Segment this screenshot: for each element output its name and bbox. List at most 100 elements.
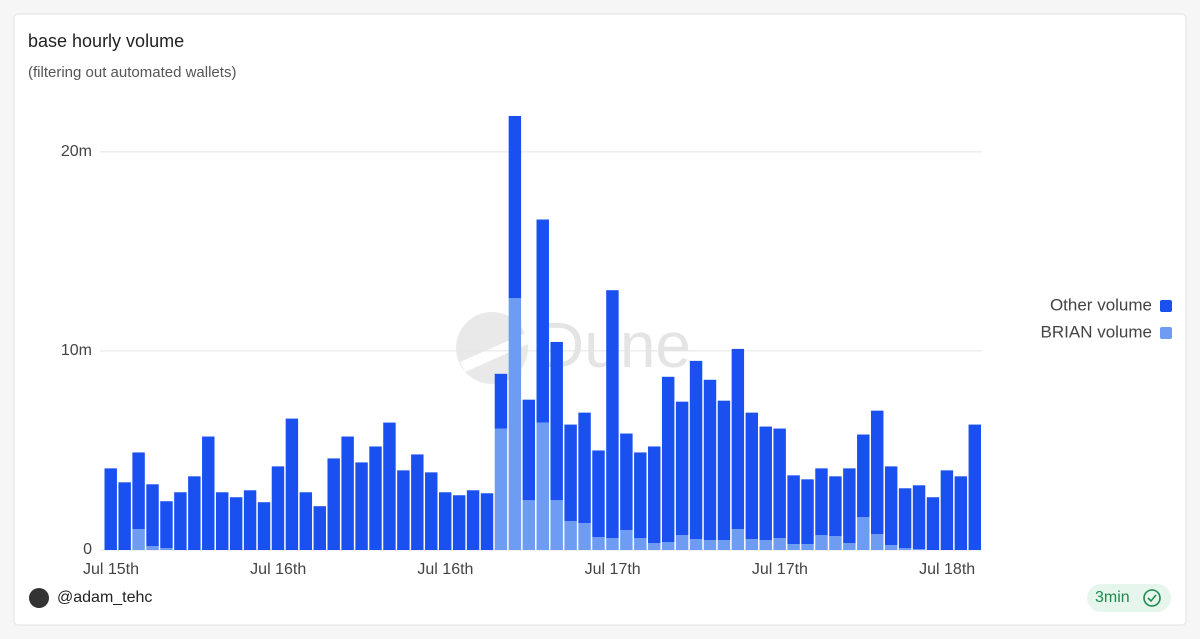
bar-segment [815, 535, 828, 550]
bar-segment [759, 426, 772, 541]
x-tick-label: Jul 17th [752, 561, 808, 578]
bar-segment [731, 348, 745, 530]
bar-segment [884, 466, 898, 546]
bar-segment [132, 529, 145, 550]
bar-segment [160, 501, 173, 549]
y-tick-label: 20m [61, 143, 92, 160]
bar-segment [578, 412, 591, 524]
bar-segment [243, 490, 257, 550]
bar-segment [912, 549, 926, 550]
bar-segment [661, 542, 675, 550]
legend-label: BRIAN volume [1041, 322, 1152, 341]
bar-segment [508, 115, 522, 299]
bar-segment [285, 418, 299, 550]
bar-segment [438, 492, 452, 550]
bar-segment [898, 548, 912, 550]
bar-segment [884, 545, 898, 550]
bar-segment [857, 434, 870, 518]
bar-segment [578, 523, 591, 550]
bar-segment [717, 400, 731, 541]
x-tick-label: Jul 18th [919, 561, 975, 578]
bar-segment [383, 422, 396, 550]
bar-segment [857, 517, 870, 550]
bar-segment [132, 452, 145, 530]
bar-segment [146, 546, 159, 550]
bar-segment [522, 399, 536, 501]
bar-segment [494, 373, 508, 429]
x-tick-label: Jul 16th [250, 561, 306, 578]
x-tick-label: Jul 15th [83, 561, 139, 578]
bar-segment [689, 360, 703, 540]
bar-segment [466, 490, 480, 550]
bar-segment [801, 544, 814, 550]
bar-segment [620, 530, 633, 550]
bar-segment [606, 290, 619, 539]
avatar [29, 588, 49, 608]
bar-segment [703, 540, 717, 550]
bar-segment [174, 492, 187, 550]
refresh-label: 3min [1095, 589, 1130, 606]
bar-segment [452, 495, 466, 550]
bar-segment [926, 497, 940, 550]
bar-segment [898, 488, 912, 549]
bar-segment [648, 446, 661, 544]
bar-segment [675, 535, 689, 550]
bar-segment [787, 544, 800, 550]
bar-segment [425, 472, 438, 550]
bar-segment [620, 433, 633, 531]
bar-segment [508, 298, 522, 550]
bar-segment [759, 540, 772, 550]
bar-segment [327, 458, 340, 550]
bar-segment [773, 428, 786, 539]
bar-segment [606, 538, 619, 550]
bar-segment [118, 482, 131, 550]
bar-segment [968, 424, 981, 550]
bar-segment [313, 506, 326, 550]
legend-swatch [1160, 300, 1172, 312]
bar-segment [648, 543, 661, 550]
bar-segment [829, 536, 842, 550]
bar-segment [146, 484, 159, 547]
bar-segment [592, 537, 605, 550]
bar-segment [411, 454, 424, 550]
y-tick-label: 10m [61, 342, 92, 359]
bar-segment [661, 376, 675, 543]
bar-segment [745, 539, 759, 550]
chart-subtitle: (filtering out automated wallets) [28, 64, 236, 81]
bar-segment [745, 412, 759, 540]
chart-title: base hourly volume [28, 31, 184, 51]
bar-segment [773, 538, 786, 550]
bar-segment [229, 497, 243, 550]
bar-segment [871, 410, 884, 535]
bar-segment [843, 543, 856, 550]
bar-segment [731, 529, 745, 550]
x-tick-label: Jul 17th [585, 561, 641, 578]
bar-segment [202, 436, 215, 550]
bar-segment [634, 452, 647, 539]
bar-segment [188, 476, 201, 550]
y-tick-label: 0 [83, 541, 92, 558]
bar-segment [397, 470, 410, 550]
bar-segment [160, 548, 173, 550]
bar-segment [954, 476, 968, 550]
bar-segment [215, 492, 229, 550]
bar-segment [341, 436, 354, 550]
bar-segment [355, 462, 368, 550]
bar-segment [536, 422, 549, 550]
bar-segment [940, 470, 954, 550]
bar-segment [369, 446, 382, 550]
bar-segment [299, 492, 313, 550]
bar-segment [815, 468, 828, 536]
bar-segment [480, 493, 494, 550]
bar-segment [494, 428, 508, 550]
x-tick-label: Jul 16th [417, 561, 473, 578]
bar-segment [703, 379, 717, 541]
bar-segment [104, 468, 117, 550]
bar-segment [550, 341, 563, 501]
author[interactable]: @adam_tehc [57, 589, 152, 606]
bar-segment [801, 479, 814, 545]
bar-segment [271, 466, 285, 550]
bar-segment [787, 475, 800, 545]
